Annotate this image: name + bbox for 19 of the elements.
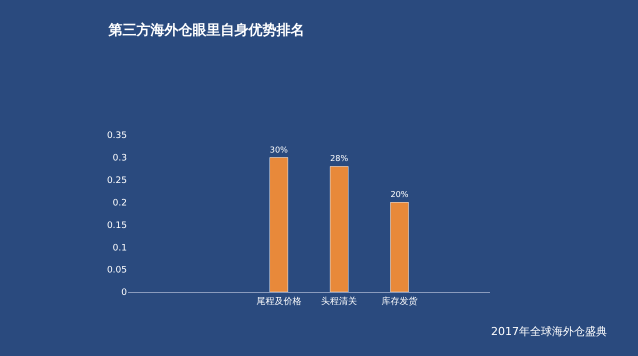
bar: [330, 166, 348, 292]
y-tick-label: 0.2: [112, 198, 127, 208]
data-label: 28%: [330, 153, 348, 164]
x-tick-label: 库存发货: [382, 296, 418, 307]
y-tick-label: 0.1: [112, 243, 127, 254]
y-tick-label: 0.25: [106, 176, 127, 186]
y-tick-label: 0.15: [106, 220, 127, 231]
x-tick-label: 头程清关: [321, 296, 358, 307]
bar: [270, 157, 288, 292]
y-tick-label: 0.05: [106, 266, 127, 276]
x-tick-label: 尾程及价格: [256, 296, 302, 307]
y-tick-label: 0.35: [106, 131, 127, 142]
y-tick-label: 0.3: [112, 154, 127, 164]
data-label: 20%: [390, 189, 409, 200]
text: 2017年全球海外仓盛典: [491, 325, 607, 338]
y-tick-label: 0: [121, 288, 128, 298]
data-label: 30%: [270, 144, 288, 154]
chart-title: 第三方海外仓眼里自身优势排名: [107, 22, 304, 39]
bar: [390, 202, 409, 292]
